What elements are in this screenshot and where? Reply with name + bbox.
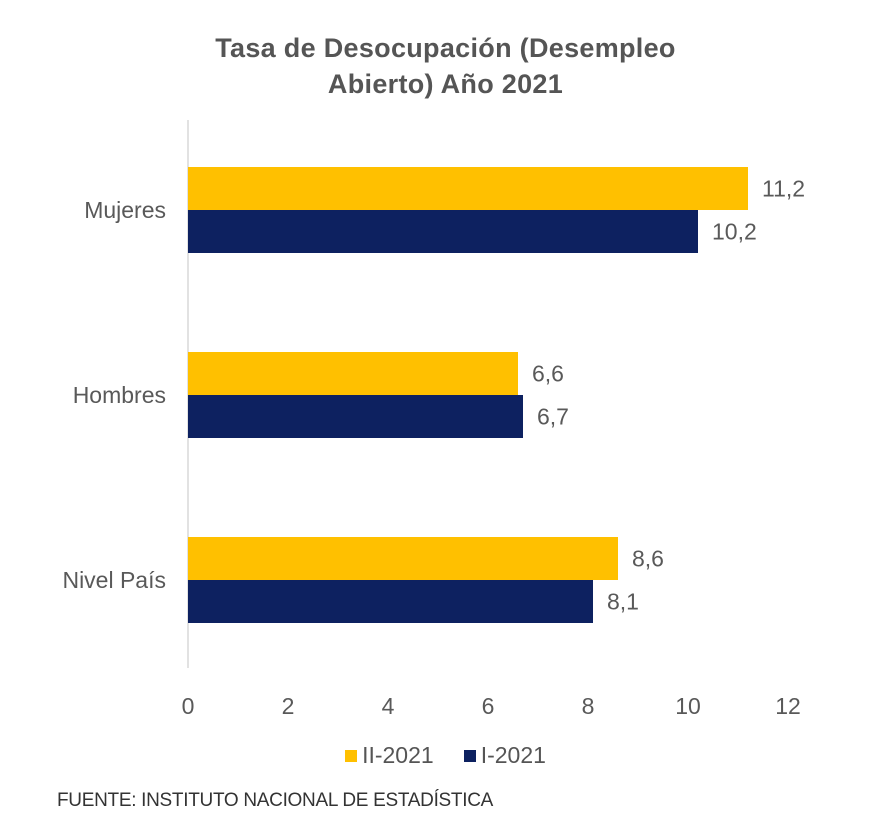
data-label-ii-2021-0: 11,2 [762,176,805,202]
chart-title: Tasa de Desocupación (Desempleo Abierto)… [0,30,891,102]
legend-label-series-1: II-2021 [362,742,434,768]
legend-swatch-series-1 [345,749,358,762]
data-label-i-2021-1: 6,7 [537,404,569,430]
bar-i-2021-2 [188,580,593,623]
category-label-1: Hombres [73,382,166,408]
bar-ii-2021-1 [188,352,518,395]
x-tick-label-10: 10 [675,693,701,719]
legend-label-series-2: I-2021 [480,742,546,768]
legend-swatch-series-2 [463,749,476,762]
legend-item-series-1: II-2021 [345,742,434,769]
x-tick-label-12: 12 [775,693,801,719]
category-label-0: Mujeres [84,197,166,223]
chart-legend: II-2021 I-2021 [0,742,891,769]
legend-item-series-2: I-2021 [463,742,546,769]
bar-i-2021-0 [188,210,698,253]
x-tick-label-6: 6 [482,693,495,719]
x-tick-label-0: 0 [182,693,195,719]
data-label-ii-2021-2: 8,6 [632,546,664,572]
x-tick-label-8: 8 [582,693,595,719]
data-label-ii-2021-1: 6,6 [532,361,564,387]
bar-ii-2021-2 [188,537,618,580]
x-tick-label-2: 2 [282,693,295,719]
category-label-2: Nivel País [62,567,166,593]
bar-i-2021-1 [188,395,523,438]
x-tick-label-4: 4 [382,693,395,719]
data-label-i-2021-0: 10,2 [712,219,757,245]
chart-title-line-1: Tasa de Desocupación (Desempleo [215,33,676,63]
bar-ii-2021-0 [188,167,748,210]
source-note: FUENTE: INSTITUTO NACIONAL DE ESTADÍSTIC… [57,790,494,811]
data-label-i-2021-2: 8,1 [607,589,639,615]
chart-title-line-2: Abierto) Año 2021 [327,69,564,99]
